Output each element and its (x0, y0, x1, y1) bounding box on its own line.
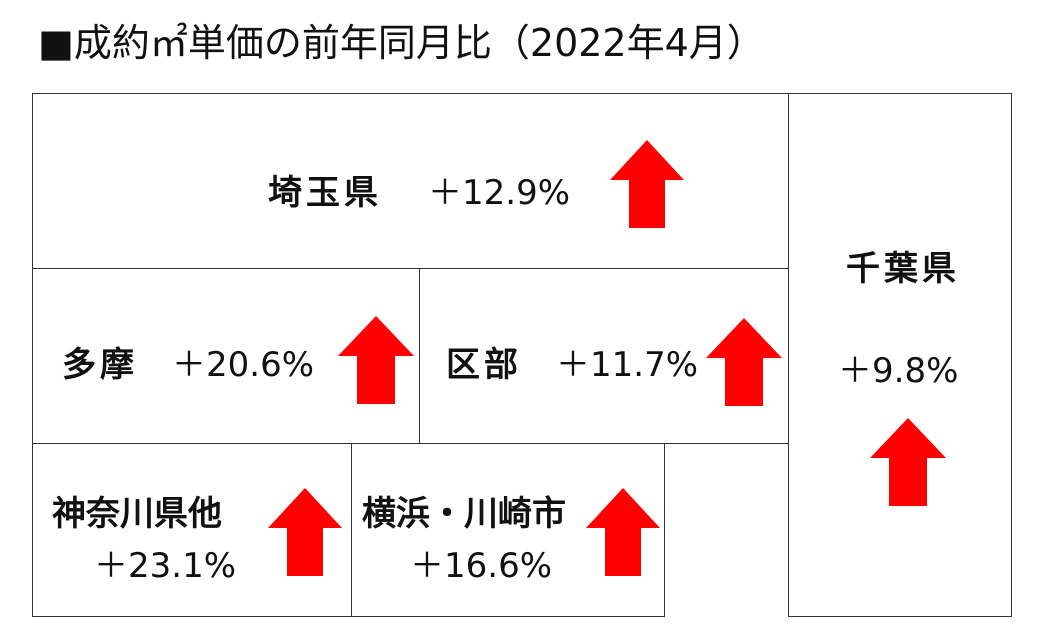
region-name-kanagawa: 神奈川県他 (52, 494, 222, 534)
up-arrow-icon (870, 418, 946, 506)
region-cell-chiba (788, 93, 1012, 617)
region-name-kubu: 区部 (446, 345, 522, 385)
up-arrow-icon (610, 140, 684, 228)
up-arrow-icon (586, 488, 660, 576)
up-arrow-icon (268, 488, 342, 576)
page-title: ■成約㎡単価の前年同月比（2022年4月） (38, 21, 765, 65)
region-change-saitama: ＋12.9% (428, 173, 571, 213)
up-arrow-icon (706, 318, 782, 406)
region-change-kubu: ＋11.7% (556, 345, 699, 385)
up-arrow-icon (338, 316, 414, 404)
region-change-yokohama: ＋16.6% (410, 546, 553, 586)
region-name-yokohama: 横浜・川崎市 (362, 494, 566, 534)
region-name-chiba: 千葉県 (846, 249, 960, 289)
region-name-saitama: 埼玉県 (268, 173, 382, 213)
region-change-chiba: ＋9.8% (838, 351, 959, 391)
region-name-tama: 多摩 (62, 345, 138, 385)
region-change-kanagawa: ＋23.1% (94, 546, 237, 586)
region-change-tama: ＋20.6% (172, 345, 315, 385)
